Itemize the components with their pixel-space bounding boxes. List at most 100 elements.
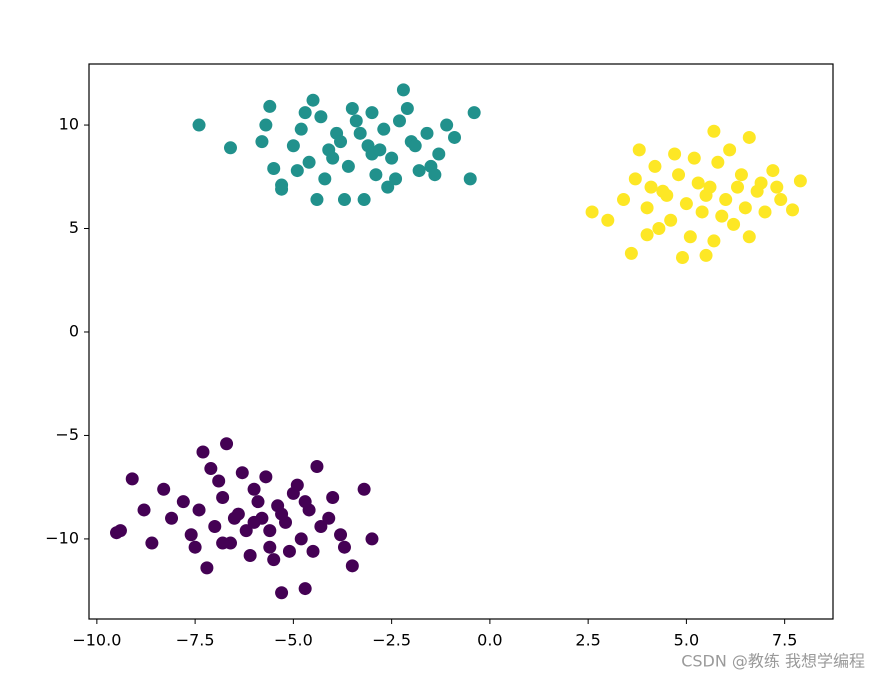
point [204, 462, 218, 476]
point [263, 524, 277, 538]
point [275, 586, 289, 600]
point [683, 230, 697, 244]
point [392, 114, 406, 128]
point [196, 445, 210, 459]
point [601, 213, 615, 227]
point [389, 172, 403, 186]
point [377, 122, 391, 136]
point [365, 106, 379, 120]
point [165, 511, 179, 525]
y-tick-label: 0 [69, 321, 79, 340]
point [357, 193, 371, 207]
point [298, 106, 312, 120]
x-tick-label: −5.0 [274, 631, 313, 650]
point [247, 482, 261, 496]
point [400, 101, 414, 115]
point [200, 561, 214, 575]
point [113, 524, 127, 538]
point [412, 164, 426, 178]
point [428, 168, 442, 182]
point [793, 174, 807, 188]
y-tick-label: 5 [69, 218, 79, 237]
y-tick-label: −5 [55, 425, 79, 444]
point [644, 180, 658, 194]
point [672, 168, 686, 182]
point [624, 246, 638, 260]
point [660, 188, 674, 202]
point [188, 540, 202, 554]
point [408, 139, 422, 153]
point [251, 495, 265, 509]
point [310, 193, 324, 207]
point [742, 130, 756, 144]
point [632, 143, 646, 157]
point [192, 503, 206, 517]
point [349, 114, 363, 128]
y-tick-label: 10 [59, 115, 79, 134]
point [243, 548, 257, 562]
point [216, 536, 230, 550]
point [267, 162, 281, 176]
point [432, 147, 446, 161]
point [318, 172, 332, 186]
point [184, 528, 198, 542]
point [227, 511, 241, 525]
point [668, 147, 682, 161]
point [766, 164, 780, 178]
point [369, 168, 383, 182]
point [679, 197, 693, 211]
point [298, 495, 312, 509]
point [275, 182, 289, 196]
point [326, 491, 340, 505]
point [734, 168, 748, 182]
point [306, 93, 320, 107]
point [353, 126, 367, 140]
point [275, 507, 289, 521]
point [381, 180, 395, 194]
point [786, 203, 800, 217]
point [334, 528, 348, 542]
point [396, 83, 410, 97]
point [337, 193, 351, 207]
point [628, 172, 642, 186]
point [617, 193, 631, 207]
point [691, 176, 705, 190]
point [699, 188, 713, 202]
point [695, 205, 709, 219]
point [652, 222, 666, 236]
point [176, 495, 190, 509]
point [357, 482, 371, 496]
point [290, 164, 304, 178]
point [235, 466, 249, 480]
x-tick-label: 0.0 [477, 631, 502, 650]
point [664, 213, 678, 227]
x-tick-label: 7.5 [772, 631, 797, 650]
point [373, 143, 387, 157]
point [314, 520, 328, 533]
point [259, 118, 273, 132]
point [640, 201, 654, 215]
point [259, 470, 273, 484]
x-tick-label: −7.5 [176, 631, 215, 650]
point [687, 151, 701, 165]
x-tick-label: 2.5 [575, 631, 600, 650]
point [341, 159, 355, 173]
point [774, 193, 788, 207]
point [707, 124, 721, 138]
y-tick-label: −10 [45, 528, 79, 547]
point [290, 478, 304, 492]
point [216, 491, 230, 505]
point [463, 172, 477, 186]
point [282, 544, 296, 558]
point [640, 228, 654, 242]
point [738, 201, 752, 215]
point [742, 230, 756, 244]
point [337, 540, 351, 554]
point [467, 106, 481, 120]
point [345, 559, 359, 573]
point [263, 99, 277, 113]
point [137, 503, 151, 517]
point [223, 141, 237, 155]
x-tick-label: −2.5 [372, 631, 411, 650]
